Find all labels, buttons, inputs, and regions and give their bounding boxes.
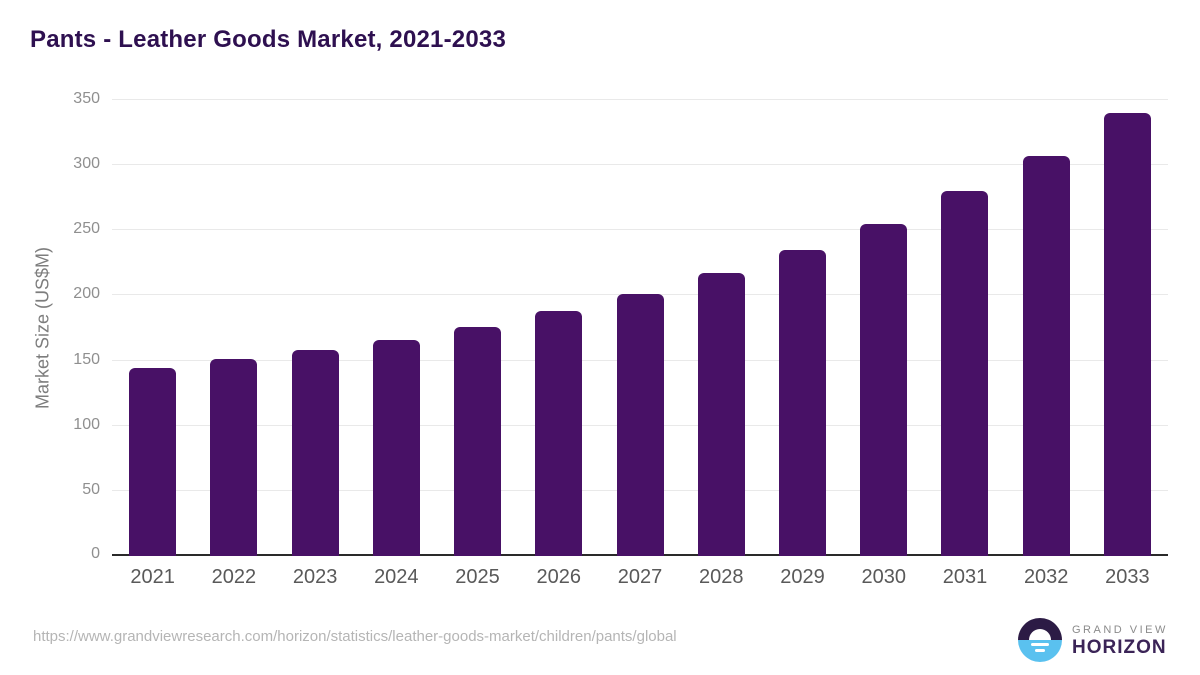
bar-column-2029 — [762, 100, 843, 556]
gridline-350: 350 — [73, 90, 1168, 107]
bar-column-2032 — [1006, 100, 1087, 556]
bar-column-2028 — [681, 100, 762, 556]
bar-column-2026 — [518, 100, 599, 556]
plot-area: 0 50 100 150 200 250 300 350 — [73, 90, 1168, 562]
bar-column-2033 — [1087, 100, 1168, 556]
bar-column-2030 — [843, 100, 924, 556]
x-tick-label-2027: 2027 — [617, 566, 663, 588]
bars-row — [112, 100, 1168, 556]
bar-column-2031 — [924, 100, 1005, 556]
y-tick-label-100: 100 — [73, 415, 100, 433]
y-tick-label-0: 0 — [91, 545, 100, 562]
bar-2024[interactable] — [372, 339, 420, 556]
x-tick-label-2033: 2033 — [1105, 566, 1150, 588]
sun-reflection-line — [1035, 649, 1045, 652]
x-tick-label-2032: 2032 — [1023, 566, 1069, 588]
bar-column-2021 — [112, 100, 193, 556]
grand-view-horizon-logo: GRAND VIEW HORIZON — [1018, 618, 1168, 662]
logo-text: GRAND VIEW HORIZON — [1072, 623, 1168, 658]
x-axis-labels: 2021 2022 2023 2024 2025 2026 2027 2028 2029 2030… — [112, 566, 1168, 589]
bar-2030[interactable] — [860, 223, 908, 556]
bar-2023[interactable] — [291, 350, 339, 556]
bar-column-2022 — [193, 100, 274, 556]
y-tick-label-350: 350 — [73, 90, 100, 107]
logo-product-name: HORIZON — [1072, 636, 1167, 658]
bar-2027[interactable] — [616, 294, 664, 556]
x-tick-label-2022: 2022 — [211, 566, 257, 588]
chart-title: Pants - Leather Goods Market, 2021-2033 — [30, 26, 506, 53]
bar-2029[interactable] — [778, 249, 826, 556]
bar-2033[interactable] — [1103, 113, 1151, 556]
bar-2026[interactable] — [535, 311, 583, 556]
y-tick-label-300: 300 — [73, 155, 100, 173]
y-tick-label-250: 250 — [73, 220, 100, 238]
x-tick-label-2026: 2026 — [536, 566, 582, 588]
x-tick-label-2021: 2021 — [130, 566, 175, 588]
y-axis-title: Market Size (US$M) — [32, 246, 53, 410]
y-tick-label-200: 200 — [73, 285, 100, 303]
x-tick-label-2023: 2023 — [292, 566, 338, 588]
logo-brand-name: GRAND VIEW — [1072, 623, 1168, 636]
sun-reflection-line — [1031, 643, 1049, 646]
bar-2021[interactable] — [129, 368, 177, 556]
bar-2031[interactable] — [941, 191, 989, 556]
bar-column-2023 — [274, 100, 355, 556]
x-tick-label-2029: 2029 — [780, 566, 825, 588]
x-tick-label-2025: 2025 — [455, 566, 500, 588]
sun-shape — [1029, 629, 1051, 640]
horizon-sun-icon — [1018, 618, 1062, 662]
bar-column-2025 — [437, 100, 518, 556]
bar-2032[interactable] — [1022, 156, 1070, 556]
bar-column-2024 — [356, 100, 437, 556]
x-tick-label-2024: 2024 — [374, 566, 419, 588]
y-tick-label-150: 150 — [73, 350, 100, 368]
x-tick-label-2030: 2030 — [861, 566, 906, 588]
y-tick-label-50: 50 — [82, 480, 100, 498]
bar-2028[interactable] — [697, 273, 745, 556]
bar-column-2027 — [599, 100, 680, 556]
x-tick-label-2031: 2031 — [942, 566, 988, 588]
bar-2025[interactable] — [454, 326, 502, 556]
x-tick-label-2028: 2028 — [699, 566, 744, 588]
gridline-300: 300 — [73, 155, 1168, 172]
gridline-250: 250 — [73, 220, 1168, 237]
source-url: https://www.grandviewresearch.com/horizo… — [33, 628, 677, 645]
bar-2022[interactable] — [210, 359, 258, 556]
